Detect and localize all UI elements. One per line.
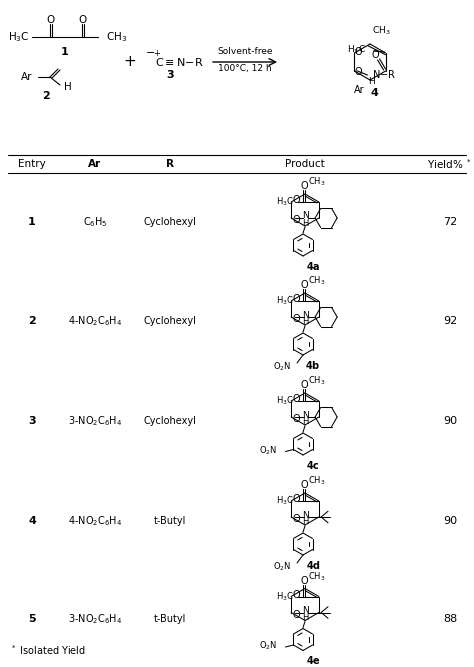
- Text: $\mathbf{3}$: $\mathbf{3}$: [165, 68, 174, 80]
- Text: O$_2$N: O$_2$N: [259, 640, 277, 652]
- Text: H$_3$C: H$_3$C: [346, 44, 365, 56]
- Text: H$_3$C: H$_3$C: [276, 495, 294, 507]
- Text: Product: Product: [285, 159, 325, 169]
- Text: t-Butyl: t-Butyl: [154, 516, 186, 526]
- Text: CH$_3$: CH$_3$: [372, 25, 391, 37]
- Text: $\mathbf{4a}$: $\mathbf{4a}$: [306, 260, 320, 272]
- Text: $\mathbf{1}$: $\mathbf{1}$: [61, 45, 70, 57]
- Text: O: O: [292, 590, 300, 600]
- Text: H: H: [302, 219, 308, 227]
- Text: O: O: [292, 494, 300, 504]
- Text: Ar: Ar: [89, 159, 101, 169]
- Text: Cyclohexyl: Cyclohexyl: [144, 316, 196, 326]
- Text: 5: 5: [28, 614, 36, 624]
- Text: 2: 2: [28, 316, 36, 326]
- Text: 92: 92: [443, 316, 457, 326]
- Text: $\mathrm{C{\equiv}N{-}R}$: $\mathrm{C{\equiv}N{-}R}$: [155, 56, 203, 68]
- Text: O: O: [292, 610, 300, 620]
- Text: R: R: [166, 159, 174, 169]
- Text: H$_3$C: H$_3$C: [276, 395, 294, 408]
- Text: O: O: [355, 67, 362, 77]
- Text: CH$_3$: CH$_3$: [308, 570, 326, 583]
- Text: 90: 90: [443, 416, 457, 426]
- Text: Ar: Ar: [20, 72, 32, 82]
- Text: Yield% $^*$: Yield% $^*$: [428, 157, 473, 171]
- Text: 3-NO$_2$C$_6$H$_4$: 3-NO$_2$C$_6$H$_4$: [68, 414, 122, 428]
- Text: O: O: [79, 15, 87, 25]
- Text: N: N: [302, 211, 309, 221]
- Text: H$_3$C: H$_3$C: [276, 195, 294, 208]
- Text: $\mathbf{4e}$: $\mathbf{4e}$: [306, 654, 320, 666]
- Text: H: H: [302, 518, 308, 526]
- Text: H: H: [302, 613, 308, 622]
- Text: +: +: [154, 49, 160, 57]
- Text: N: N: [302, 510, 309, 520]
- Text: $\mathbf{2}$: $\mathbf{2}$: [42, 89, 50, 101]
- Text: t-Butyl: t-Butyl: [154, 614, 186, 624]
- Text: $\mathbf{4}$: $\mathbf{4}$: [370, 86, 380, 98]
- Text: N: N: [302, 311, 309, 319]
- Text: 4-NO$_2$C$_6$H$_4$: 4-NO$_2$C$_6$H$_4$: [68, 314, 122, 328]
- Text: 3: 3: [28, 416, 36, 426]
- Text: O$_2$N: O$_2$N: [259, 444, 277, 457]
- Text: $\mathbf{4d}$: $\mathbf{4d}$: [306, 559, 320, 571]
- Text: 4: 4: [28, 516, 36, 526]
- Text: O: O: [292, 314, 300, 324]
- Text: CH$_3$: CH$_3$: [308, 275, 326, 287]
- Text: CH$_3$: CH$_3$: [308, 175, 326, 188]
- Text: 3-NO$_2$C$_6$H$_4$: 3-NO$_2$C$_6$H$_4$: [68, 612, 122, 626]
- Text: H: H: [302, 418, 308, 426]
- Text: O: O: [372, 50, 379, 60]
- Text: O: O: [300, 576, 308, 586]
- Text: H$_3$C: H$_3$C: [9, 30, 30, 44]
- Text: $^*$ Isolated Yield: $^*$ Isolated Yield: [10, 643, 86, 657]
- Text: O: O: [300, 181, 308, 191]
- Text: $\mathbf{4c}$: $\mathbf{4c}$: [306, 459, 320, 471]
- Text: O$_2$N: O$_2$N: [273, 361, 291, 374]
- Text: O: O: [300, 480, 308, 490]
- Text: O: O: [292, 215, 300, 225]
- Text: Cyclohexyl: Cyclohexyl: [144, 217, 196, 227]
- Text: −: −: [146, 48, 155, 58]
- Text: O: O: [300, 280, 308, 290]
- Text: H: H: [302, 317, 308, 327]
- Text: O: O: [300, 380, 308, 390]
- Text: O: O: [292, 195, 300, 205]
- Text: CH$_3$: CH$_3$: [308, 375, 326, 388]
- Text: 72: 72: [443, 217, 457, 227]
- Text: +: +: [124, 55, 137, 69]
- Text: 4-NO$_2$C$_6$H$_4$: 4-NO$_2$C$_6$H$_4$: [68, 514, 122, 528]
- Text: O: O: [47, 15, 55, 25]
- Text: O: O: [292, 414, 300, 424]
- Text: 100°C, 12 h: 100°C, 12 h: [218, 63, 272, 73]
- Text: 90: 90: [443, 516, 457, 526]
- Text: $\mathbf{4b}$: $\mathbf{4b}$: [305, 359, 321, 371]
- Text: 1: 1: [28, 217, 36, 227]
- Text: O: O: [292, 394, 300, 404]
- Text: Ar: Ar: [355, 85, 365, 95]
- Text: CH$_3$: CH$_3$: [308, 475, 326, 488]
- Text: O: O: [292, 294, 300, 304]
- Text: 88: 88: [443, 614, 457, 624]
- Text: H$_3$C: H$_3$C: [276, 295, 294, 307]
- Text: O: O: [292, 514, 300, 524]
- Text: O: O: [355, 47, 362, 57]
- Text: Entry: Entry: [18, 159, 46, 169]
- Text: H$_3$C: H$_3$C: [276, 590, 294, 603]
- Text: Solvent-free: Solvent-free: [217, 47, 273, 57]
- Text: $\mathrm{\overset{}{N}{-}R}$: $\mathrm{\overset{}{N}{-}R}$: [373, 67, 396, 81]
- Text: H: H: [368, 77, 375, 85]
- Text: N: N: [302, 410, 309, 420]
- Text: Cyclohexyl: Cyclohexyl: [144, 416, 196, 426]
- Text: C$_6$H$_5$: C$_6$H$_5$: [82, 215, 108, 229]
- Text: N: N: [302, 606, 309, 615]
- Text: O$_2$N: O$_2$N: [273, 561, 291, 573]
- Text: H: H: [64, 82, 72, 92]
- Text: CH$_3$: CH$_3$: [106, 30, 127, 44]
